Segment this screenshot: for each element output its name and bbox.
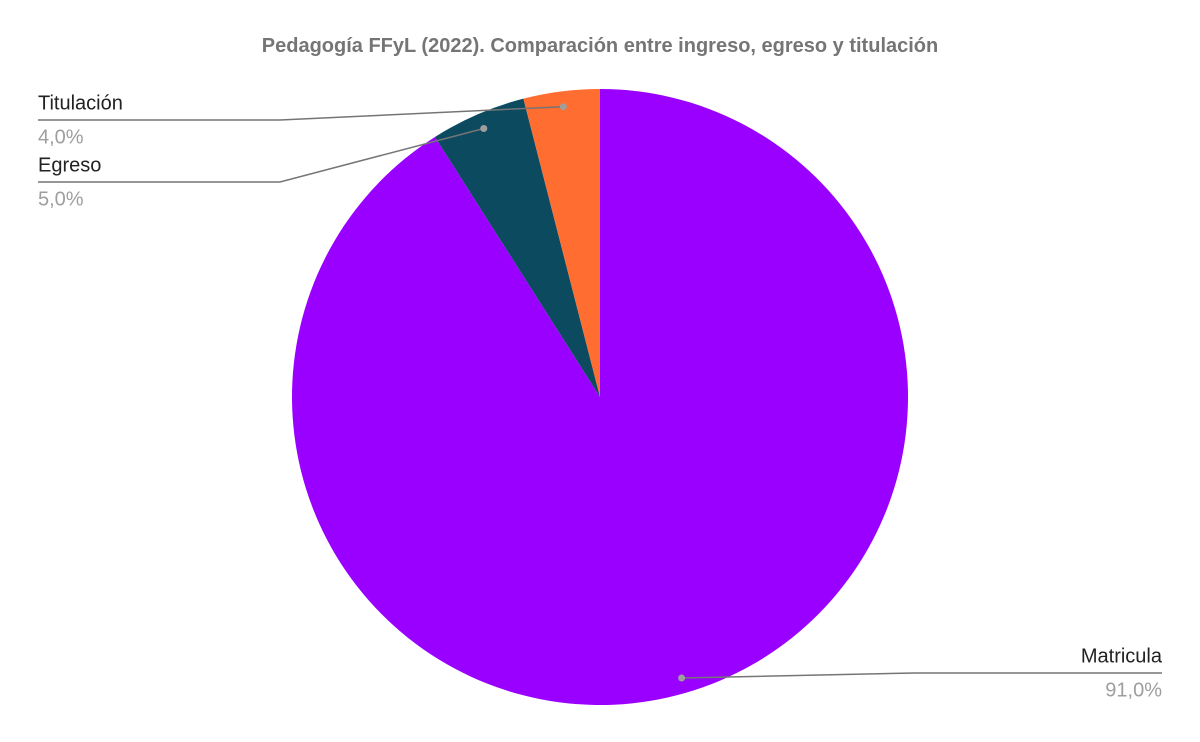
leader-line bbox=[38, 105, 564, 121]
slice-label: Matricula bbox=[1081, 645, 1163, 667]
leader-dot bbox=[678, 674, 686, 682]
pie-slice bbox=[434, 98, 600, 397]
chart-title: Pedagogía FFyL (2022). Comparación entre… bbox=[262, 35, 938, 57]
slice-value-label: 4,0% bbox=[38, 126, 84, 148]
slice-label: Titulación bbox=[38, 92, 123, 114]
slice-label: Egreso bbox=[38, 154, 101, 176]
leader-dot bbox=[559, 103, 567, 111]
slice-value-label: 91,0% bbox=[1105, 679, 1162, 701]
leader-line bbox=[38, 127, 484, 183]
pie-slice bbox=[523, 89, 600, 397]
leader-line bbox=[681, 672, 1162, 679]
slice-value-label: 5,0% bbox=[38, 188, 84, 210]
leader-dot bbox=[480, 124, 488, 132]
